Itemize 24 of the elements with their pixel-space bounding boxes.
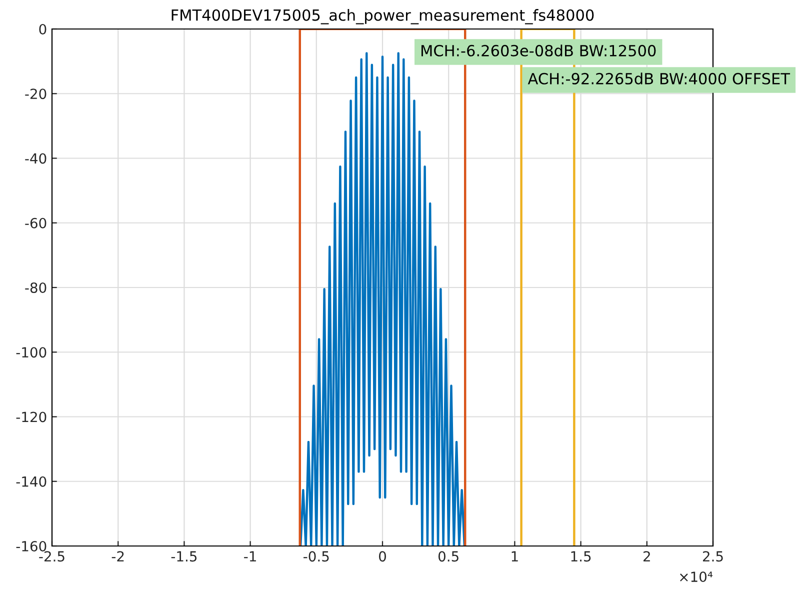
- annotation: MCH:-6.2603e-08dB BW:12500: [422, 44, 656, 56]
- y-tick-label: -120: [16, 412, 46, 422]
- y-tick-label: -40: [25, 153, 46, 164]
- y-tick-label: -100: [16, 347, 46, 358]
- x-tick-label: -2: [112, 551, 124, 562]
- x-tick-label: 2.5: [702, 551, 723, 562]
- y-tick-label: -80: [25, 282, 46, 293]
- x-tick-label: 1.5: [571, 551, 591, 562]
- chart-title: FMT400DEV175005_ach_power_measurement_fs48000: [172, 9, 594, 24]
- x-tick-label: 2: [644, 551, 650, 562]
- y-tick-label: 0: [39, 24, 46, 34]
- x-tick-label: -1.5: [171, 551, 197, 562]
- x-tick-label: 1: [512, 551, 518, 562]
- y-tick-label: -160: [16, 540, 46, 552]
- x-tick-label: 0.5: [438, 551, 458, 562]
- x-tick-label: -1: [244, 551, 256, 562]
- y-tick-label: -60: [25, 218, 46, 228]
- text: ×10⁴: [680, 572, 713, 582]
- y-tick-label: -20: [25, 88, 46, 100]
- annotation: ACH:-92.2265dB BW:4000 OFFSET: [528, 72, 790, 84]
- x-tick-label: -0.5: [304, 551, 329, 562]
- x-tick-label: -2.5: [39, 551, 64, 562]
- y-tick-label: -140: [16, 476, 46, 487]
- x-tick-label: 0: [378, 551, 386, 562]
